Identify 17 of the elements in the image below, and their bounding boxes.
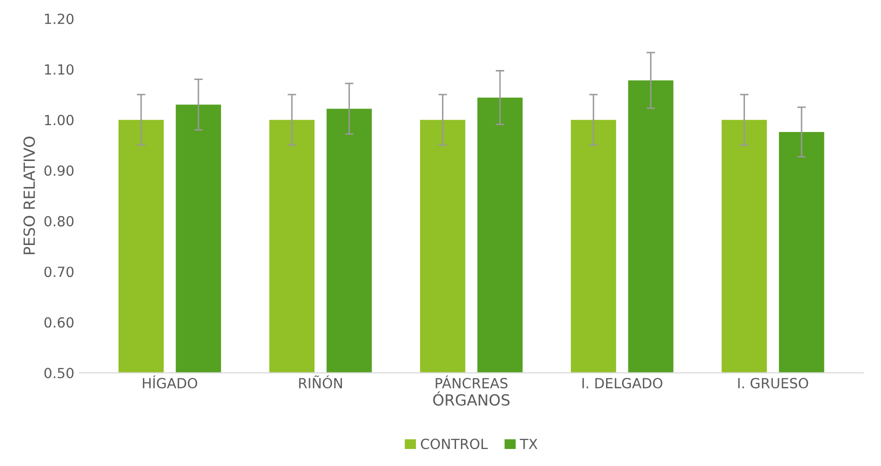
x-tick-label: HÍGADO — [142, 375, 198, 388]
y-tick-label: 0.60 — [44, 317, 74, 328]
legend-label: TX — [520, 438, 538, 449]
legend-label: CONTROL — [420, 438, 488, 450]
y-tick-label: 0.50 — [44, 368, 74, 378]
x-tick-label: I. DELGADO — [582, 378, 662, 388]
x-tick-label: RIÑÓN — [299, 375, 342, 388]
y-tick-label: 1.20 — [45, 14, 74, 24]
x-axis-title: ÓRGANOS — [433, 391, 510, 406]
y-tick-label: 0.90 — [44, 165, 74, 176]
y-tick-label: 0.70 — [44, 266, 74, 278]
x-tick-label: PÁNCREAS — [436, 375, 508, 388]
x-tick-label: I. GRUESO — [738, 378, 808, 388]
y-tick-label: 0.80 — [44, 216, 74, 226]
y-tick-label: 1.00 — [45, 114, 74, 126]
y-tick-label: 1.10 — [45, 64, 74, 75]
y-axis-title: PESO RELATIVO — [23, 136, 35, 254]
